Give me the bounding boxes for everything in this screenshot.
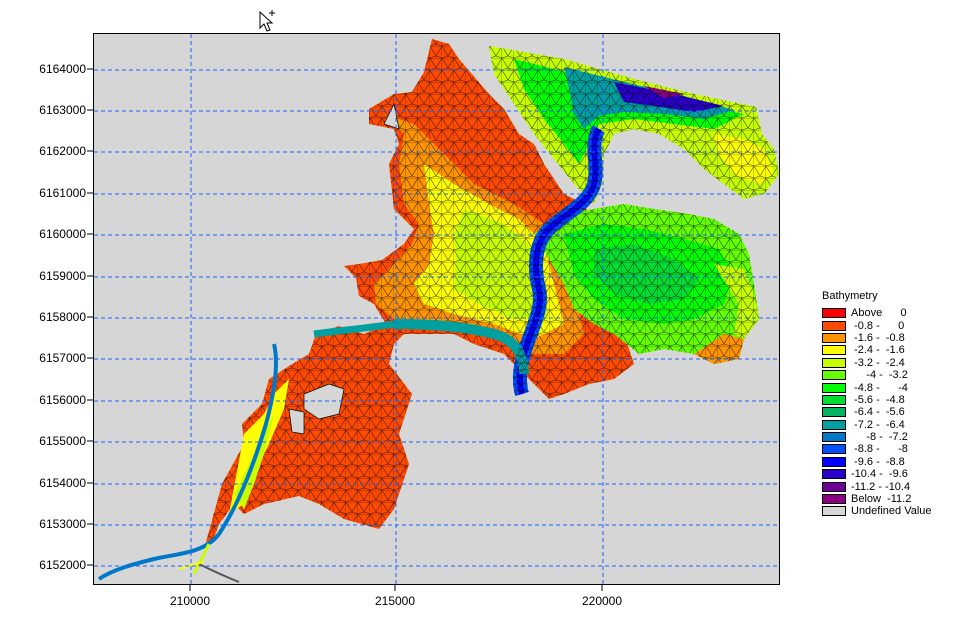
legend-swatch (822, 469, 846, 480)
legend-swatch (822, 444, 846, 455)
y-tick-label: 6155000 (39, 434, 86, 448)
legend-title: Bathymetry (822, 290, 878, 302)
legend-swatch (822, 332, 846, 343)
legend-item: -11.2 - -10.4 (822, 480, 967, 493)
y-tick-label: 6159000 (39, 269, 86, 283)
legend-item: -9.6 - -8.8 (822, 456, 967, 468)
x-tick-label: 220000 (581, 594, 623, 608)
legend-label: -9.6 - -8.8 (851, 455, 905, 468)
deep-basin (534, 204, 759, 364)
legend-label: Undefined Value (851, 505, 932, 518)
legend-swatch (822, 432, 846, 443)
y-tick-label: 6160000 (39, 227, 86, 241)
legend-swatch (822, 419, 846, 430)
legend-item: -6.4 - -5.6 (822, 406, 967, 418)
legend-item: -5.6 - -4.8 (822, 394, 967, 406)
legend-swatch (822, 320, 846, 331)
legend-swatch (822, 357, 846, 368)
bathymetry-mesh (94, 34, 779, 584)
x-tick-label: 210000 (169, 594, 211, 608)
grid-lines (94, 34, 779, 584)
legend-label: -8.8 - -8 (851, 443, 908, 456)
transition-region (229, 114, 584, 514)
deep-channel (97, 125, 606, 583)
legend-label: -11.2 - -10.4 (851, 480, 911, 493)
y-tick-label: 6152000 (39, 558, 86, 572)
legend-label: -0.8 - 0 (851, 319, 905, 332)
legend-swatch (822, 506, 846, 517)
y-tick-label: 6161000 (39, 186, 86, 200)
northeast-channel-arm (489, 46, 779, 204)
legend-swatch (822, 394, 846, 405)
legend-item: -1.6 - -0.8 (822, 332, 967, 344)
legend-label: -8 - -7.2 (851, 431, 908, 444)
legend-item: -8.8 - -8 (822, 443, 967, 455)
legend-label: -4.8 - -4 (851, 381, 908, 394)
y-tick-label: 6163000 (39, 103, 86, 117)
legend-swatch (822, 370, 846, 381)
legend-swatch (822, 308, 846, 319)
y-tick-label: 6157000 (39, 351, 86, 365)
bathymetry-legend: Bathymetry Above 0 -0.8 - 0 -1.6 - -0.8 … (822, 289, 967, 518)
legend-item: -4.8 - -4 (822, 381, 967, 394)
legend-item: Undefined Value (822, 505, 967, 517)
legend-item: -0.8 - 0 (822, 319, 967, 332)
legend-label: -3.2 - -2.4 (851, 356, 905, 369)
legend-swatch (822, 382, 846, 393)
bathymetry-map-plot[interactable] (93, 33, 780, 585)
legend-item: Below -11.2 (822, 493, 967, 505)
legend-swatch (822, 481, 846, 492)
legend-label: -10.4 - -9.6 (851, 468, 908, 481)
legend-label: -1.6 - -0.8 (851, 331, 905, 344)
legend-label: -6.4 - -5.6 (851, 406, 905, 419)
legend-label: -4 - -3.2 (851, 369, 908, 382)
y-tick-label: 6156000 (39, 393, 86, 407)
legend-label: -7.2 - -6.4 (851, 418, 905, 431)
legend-item: -2.4 - -1.6 (822, 344, 967, 356)
legend-item: -7.2 - -6.4 (822, 419, 967, 431)
y-tick-label: 6154000 (39, 476, 86, 490)
legend-rows: Above 0 -0.8 - 0 -1.6 - -0.8 -2.4 - -1.6… (822, 307, 967, 518)
legend-item: -4 - -3.2 (822, 369, 967, 381)
legend-swatch (822, 407, 846, 418)
legend-label: Below -11.2 (851, 493, 912, 506)
legend-label: -5.6 - -4.8 (851, 393, 905, 406)
legend-item: -10.4 - -9.6 (822, 468, 967, 480)
legend-item: -8 - -7.2 (822, 431, 967, 443)
y-tick-label: 6153000 (39, 517, 86, 531)
legend-item: Above 0 (822, 307, 967, 319)
islands (288, 102, 400, 435)
mouse-cursor-icon (259, 10, 275, 32)
x-tick-label: 215000 (374, 594, 416, 608)
y-tick-label: 6162000 (39, 144, 86, 158)
legend-label: -2.4 - -1.6 (851, 344, 905, 357)
legend-swatch (822, 494, 846, 505)
legend-label: Above 0 (851, 307, 907, 320)
legend-swatch (822, 345, 846, 356)
legend-item: -3.2 - -2.4 (822, 357, 967, 369)
y-tick-label: 6158000 (39, 310, 86, 324)
legend-swatch (822, 456, 846, 467)
y-tick-label: 6164000 (39, 62, 86, 76)
